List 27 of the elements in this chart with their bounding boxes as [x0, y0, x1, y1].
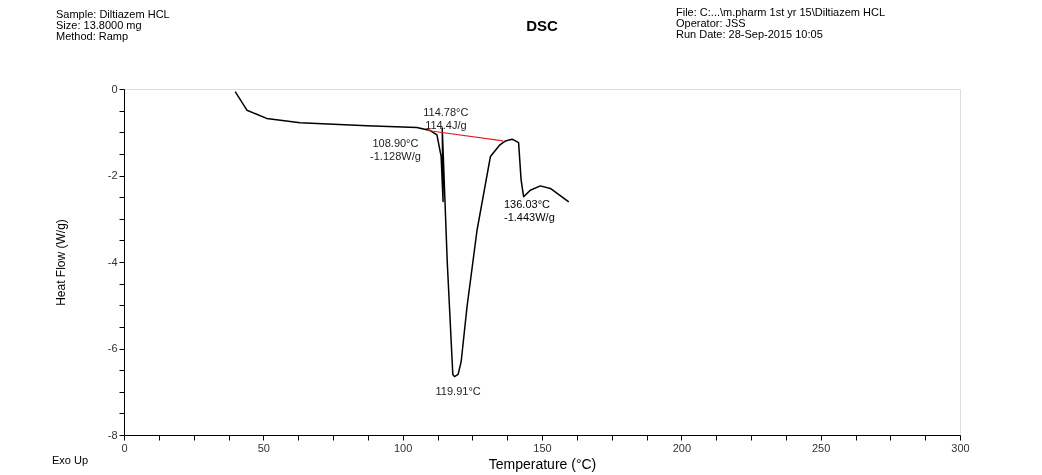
- chart-title: DSC: [526, 17, 558, 34]
- text: Sample: Diltiazem HCL: [56, 8, 170, 20]
- annotation: 119.91°C: [435, 384, 481, 397]
- x-tick-label: 200: [672, 441, 692, 454]
- x-tick-label: 0: [121, 441, 128, 454]
- line-series: [234, 90, 570, 378]
- annotation: 108.90°C -1.128W/g: [370, 136, 421, 162]
- y-tick-label: -2: [107, 169, 118, 181]
- y-tick-label: 0: [111, 82, 118, 95]
- text: Size: 13.8000 mg: [56, 19, 142, 31]
- x-tick-label: 300: [951, 441, 970, 454]
- x-tick-label: 100: [393, 441, 413, 454]
- text: Method: Ramp: [56, 30, 129, 42]
- text: Run Date: 28-Sep-2015 10:05: [676, 28, 823, 40]
- x-tick-label: 50: [257, 441, 270, 454]
- text: Operator: JSS: [676, 17, 746, 29]
- x-tick-label: 250: [811, 441, 831, 454]
- annotation: 136.03°C -1.443W/g: [504, 198, 555, 223]
- x-tick-label: 150: [533, 441, 552, 454]
- annotation: 114.78°C 114.4J/g: [423, 105, 469, 131]
- y-tick-label: -4: [107, 255, 118, 268]
- text: File: C:...\m.pharm 1st yr 15\Diltiazem HCL: [676, 6, 886, 18]
- y-tick-label: -8: [107, 428, 118, 441]
- y-axis-title: Heat Flow (W/g): [53, 219, 68, 306]
- x-axis-title: Temperature (°C): [488, 455, 597, 472]
- text: Exo Up: [52, 454, 89, 466]
- y-tick-label: -6: [107, 342, 118, 354]
